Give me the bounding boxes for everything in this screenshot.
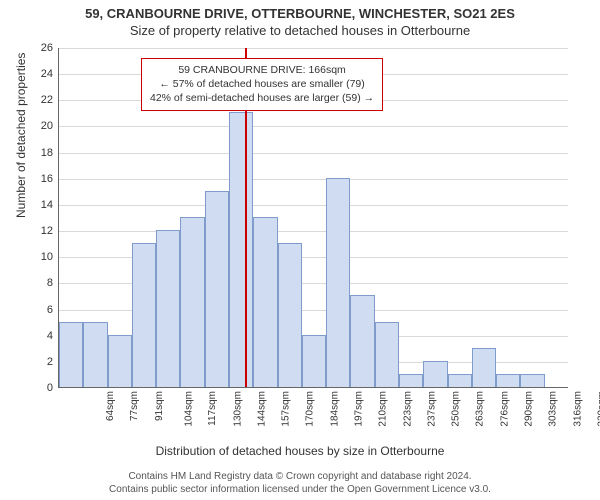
bar <box>302 335 326 387</box>
grid-line <box>59 231 568 232</box>
bar <box>472 348 496 387</box>
y-tick-label: 20 <box>41 120 59 132</box>
chart-container: 59, CRANBOURNE DRIVE, OTTERBOURNE, WINCH… <box>0 0 600 500</box>
bar <box>326 178 350 387</box>
plot: 0246810121416182022242664sqm77sqm91sqm10… <box>58 48 568 388</box>
x-tick-label: 170sqm <box>305 391 316 427</box>
grid-line <box>59 48 568 49</box>
x-tick-label: 77sqm <box>129 391 140 421</box>
y-tick-label: 2 <box>47 356 59 368</box>
x-tick-label: 303sqm <box>548 391 559 427</box>
grid-line <box>59 126 568 127</box>
title-main: 59, CRANBOURNE DRIVE, OTTERBOURNE, WINCH… <box>0 6 600 21</box>
y-tick-label: 14 <box>41 199 59 211</box>
bar <box>448 374 472 387</box>
x-tick-label: 184sqm <box>329 391 340 427</box>
y-tick-label: 26 <box>41 42 59 54</box>
grid-line <box>59 179 568 180</box>
bar <box>350 295 374 387</box>
attribution-line-2: Contains public sector information licen… <box>0 484 600 497</box>
grid-line <box>59 205 568 206</box>
bar <box>229 112 253 387</box>
callout-line-1: 59 CRANBOURNE DRIVE: 166sqm <box>150 63 374 77</box>
bar <box>253 217 277 387</box>
y-tick-label: 4 <box>47 330 59 342</box>
x-tick-label: 144sqm <box>256 391 267 427</box>
x-tick-label: 64sqm <box>105 391 116 421</box>
bar <box>59 322 83 387</box>
x-tick-label: 263sqm <box>475 391 486 427</box>
title-sub: Size of property relative to detached ho… <box>0 23 600 38</box>
x-tick-label: 316sqm <box>572 391 583 427</box>
titles: 59, CRANBOURNE DRIVE, OTTERBOURNE, WINCH… <box>0 0 600 38</box>
callout-box: 59 CRANBOURNE DRIVE: 166sqm← 57% of deta… <box>141 58 383 111</box>
x-tick-label: 330sqm <box>596 391 600 427</box>
bar <box>520 374 544 387</box>
x-tick-label: 157sqm <box>281 391 292 427</box>
bar <box>375 322 399 387</box>
bar <box>399 374 423 387</box>
x-tick-label: 197sqm <box>354 391 365 427</box>
x-axis-label: Distribution of detached houses by size … <box>0 444 600 458</box>
x-tick-label: 290sqm <box>524 391 535 427</box>
callout-line-2: ← 57% of detached houses are smaller (79… <box>150 77 374 91</box>
x-tick-label: 91sqm <box>154 391 165 421</box>
y-tick-label: 12 <box>41 225 59 237</box>
x-tick-label: 104sqm <box>184 391 195 427</box>
plot-area: 0246810121416182022242664sqm77sqm91sqm10… <box>58 48 568 388</box>
y-tick-label: 6 <box>47 304 59 316</box>
x-tick-label: 210sqm <box>378 391 389 427</box>
x-tick-label: 117sqm <box>207 391 218 426</box>
x-tick-label: 223sqm <box>402 391 413 427</box>
x-tick-label: 276sqm <box>499 391 510 427</box>
bar <box>496 374 520 387</box>
y-tick-label: 24 <box>41 68 59 80</box>
y-tick-label: 18 <box>41 147 59 159</box>
bar <box>132 243 156 387</box>
callout-line-3: 42% of semi-detached houses are larger (… <box>150 91 374 105</box>
bar <box>205 191 229 387</box>
bar <box>423 361 447 387</box>
bar <box>83 322 107 387</box>
y-tick-label: 8 <box>47 277 59 289</box>
grid-line <box>59 153 568 154</box>
y-tick-label: 16 <box>41 173 59 185</box>
x-tick-label: 250sqm <box>451 391 462 427</box>
x-tick-label: 130sqm <box>232 391 243 427</box>
bar <box>156 230 180 387</box>
bar <box>108 335 132 387</box>
y-tick-label: 22 <box>41 94 59 106</box>
bar <box>180 217 204 387</box>
attribution-line-1: Contains HM Land Registry data © Crown c… <box>0 471 600 484</box>
attribution: Contains HM Land Registry data © Crown c… <box>0 471 600 496</box>
y-tick-label: 10 <box>41 251 59 263</box>
bar <box>278 243 302 387</box>
y-axis-label: Number of detached properties <box>14 53 28 218</box>
x-tick-label: 237sqm <box>426 391 437 427</box>
y-tick-label: 0 <box>47 382 59 394</box>
